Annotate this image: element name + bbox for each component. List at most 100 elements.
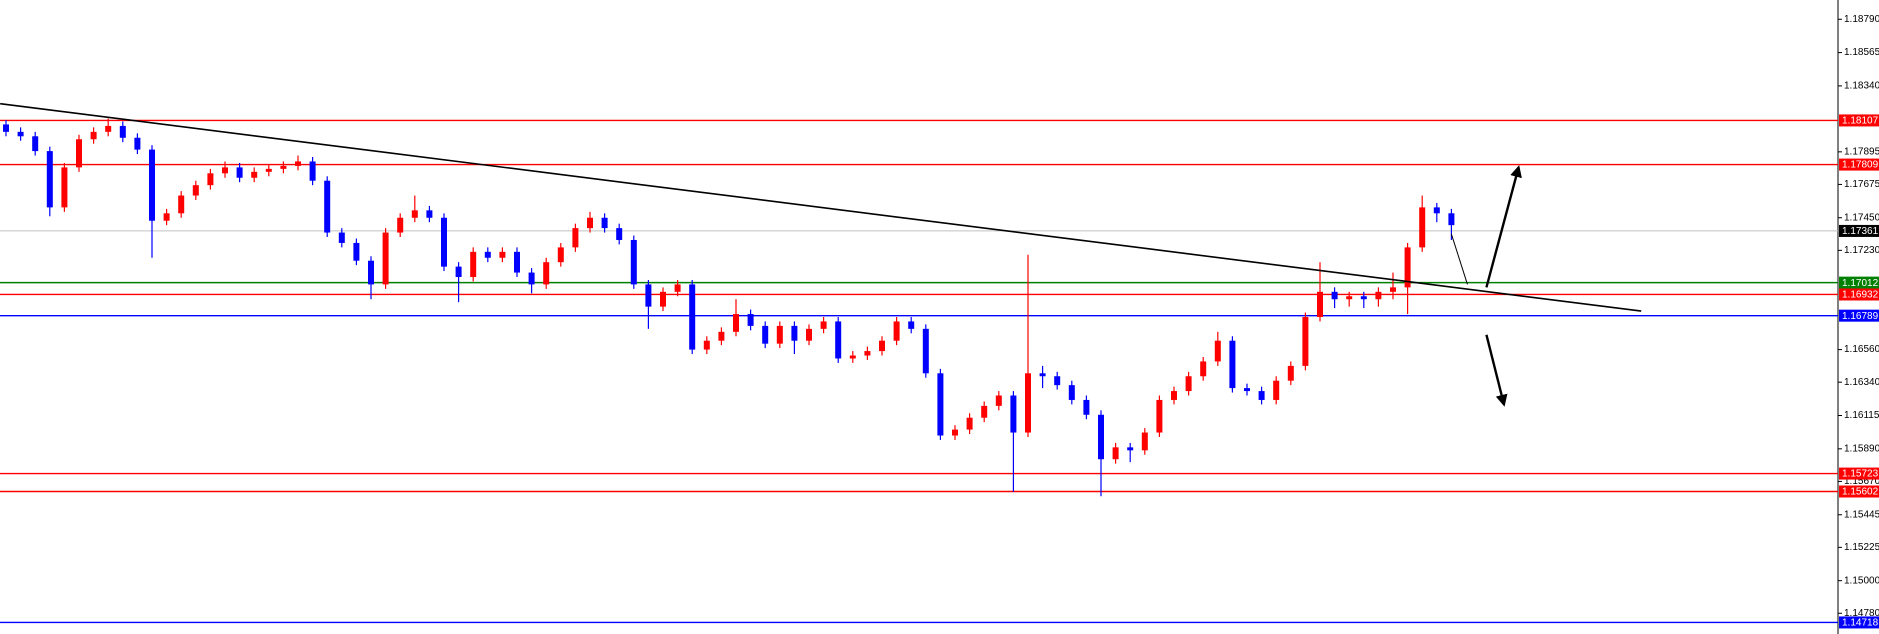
y-tick-label: 1.15890 — [1844, 443, 1879, 454]
candle-body — [806, 328, 812, 341]
candle-body — [3, 124, 9, 132]
price-tag — [1839, 485, 1879, 498]
candle-body — [1404, 247, 1411, 288]
candle-body — [309, 161, 316, 181]
candle-body — [236, 167, 243, 178]
y-tick-label: 1.17450 — [1844, 212, 1879, 223]
candle-body — [645, 284, 652, 307]
price-tag-label: 1.15723 — [1842, 469, 1879, 480]
candle-body — [32, 136, 39, 152]
candle-body — [324, 180, 331, 233]
candle-body — [703, 340, 710, 350]
candle-body — [514, 251, 520, 273]
candle-body — [222, 167, 228, 174]
candle-body — [762, 325, 769, 344]
candle-body — [178, 195, 185, 214]
candle-body — [470, 251, 477, 278]
candle-body — [572, 228, 579, 248]
candle-body — [864, 351, 871, 356]
candle-body — [587, 217, 593, 229]
candle-body — [17, 131, 24, 137]
price-tag — [1839, 467, 1879, 480]
candle-body — [747, 314, 754, 326]
candle-body — [966, 417, 973, 430]
price-tag — [1839, 224, 1879, 237]
candle-body — [1141, 432, 1148, 451]
price-tag — [1839, 309, 1879, 322]
candle-body — [61, 167, 68, 208]
y-tick-label: 1.16115 — [1844, 410, 1879, 421]
candle-body — [1360, 296, 1367, 300]
forecast-arrow — [1485, 334, 1508, 407]
y-tick-label: 1.17675 — [1844, 179, 1879, 190]
candle-body — [791, 325, 798, 341]
candle-body — [90, 131, 97, 140]
candle-body — [1331, 291, 1338, 300]
candle-body — [105, 125, 112, 132]
candle-body — [1287, 365, 1294, 381]
candle-body — [119, 125, 126, 138]
candle-body — [557, 247, 564, 263]
candle-body — [937, 373, 944, 436]
candle-body — [1317, 291, 1323, 317]
candle-body — [995, 395, 1002, 406]
candle-body — [1127, 447, 1134, 451]
candle-body — [411, 210, 418, 218]
candle-body — [1258, 391, 1265, 400]
candle-body — [1025, 373, 1031, 433]
forecast-arrow — [1450, 233, 1468, 285]
y-tick-label: 1.14780 — [1844, 608, 1879, 619]
candle-body — [1054, 376, 1061, 386]
candle-body — [1375, 291, 1382, 300]
candle-body — [251, 171, 258, 178]
candle-body — [192, 185, 199, 196]
y-tick-label: 1.18565 — [1844, 47, 1879, 58]
candle-body — [499, 251, 506, 258]
candle-body — [484, 251, 491, 258]
y-tick-label: 1.15445 — [1844, 509, 1879, 520]
candle-body — [1214, 340, 1221, 362]
candle-body — [630, 239, 637, 285]
y-tick-label: 1.18340 — [1844, 81, 1879, 92]
candle-body — [908, 321, 915, 329]
candle-body — [1200, 361, 1207, 377]
candle-body — [689, 284, 696, 350]
candle-body — [981, 405, 988, 418]
candle-body — [1171, 391, 1177, 400]
candle-body — [397, 217, 404, 233]
price-tag-label: 1.18107 — [1842, 116, 1879, 127]
candle-body — [1433, 207, 1440, 214]
price-tag-label: 1.17361 — [1842, 226, 1879, 237]
price-tag-label: 1.15602 — [1842, 487, 1879, 498]
price-tag — [1839, 288, 1879, 301]
price-tag — [1839, 616, 1879, 629]
candle-body — [1229, 340, 1236, 389]
candle-body — [1273, 380, 1280, 400]
candle-body — [1302, 317, 1309, 366]
candle-body — [528, 272, 535, 285]
candle-body — [718, 331, 725, 341]
candle-body — [1068, 385, 1075, 400]
candle-body — [1244, 388, 1250, 392]
candle-body — [776, 325, 783, 344]
price-tag-label: 1.14718 — [1842, 618, 1879, 629]
candle-body — [1346, 296, 1353, 300]
candle-body — [295, 161, 301, 166]
price-tag-label: 1.16789 — [1842, 311, 1879, 322]
y-tick-label: 1.17895 — [1844, 146, 1879, 157]
candle-body — [280, 165, 287, 169]
candle-body — [893, 321, 900, 341]
candle-body — [733, 314, 739, 332]
price-tag-label: 1.17012 — [1842, 278, 1879, 289]
candle-body — [382, 232, 389, 285]
y-tick-label: 1.15225 — [1844, 542, 1879, 553]
candle-body — [1448, 213, 1455, 226]
trendline — [0, 102, 1642, 312]
price-tag — [1839, 158, 1879, 171]
candle-body — [46, 151, 53, 208]
candle-body — [674, 284, 681, 292]
candle-body — [660, 291, 666, 307]
candle-body — [134, 137, 141, 150]
y-tick-label: 1.15670 — [1844, 476, 1879, 487]
